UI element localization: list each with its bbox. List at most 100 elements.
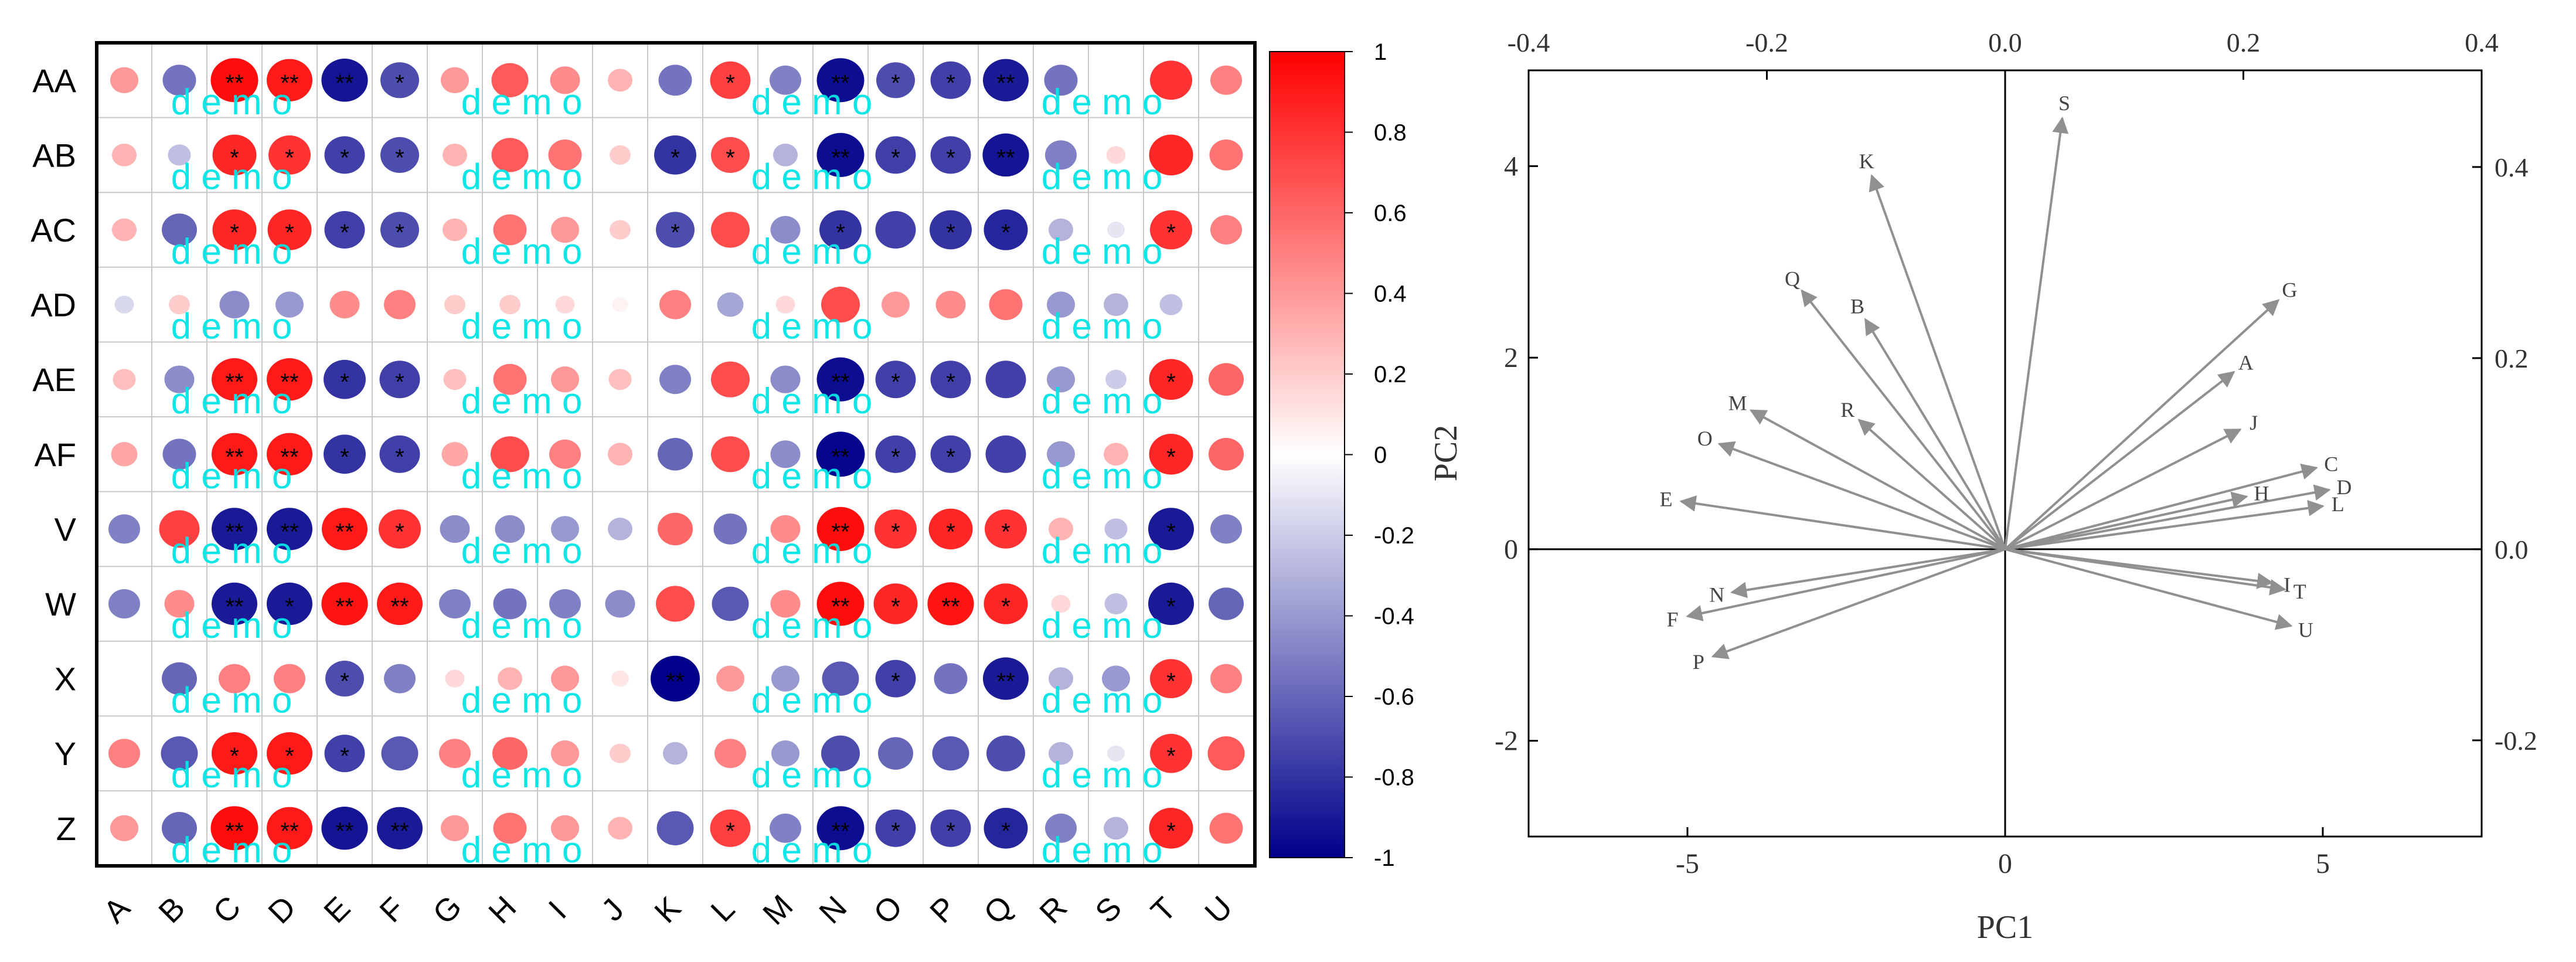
watermark-text: d e m o — [751, 531, 873, 571]
heatmap-cell-Y-A — [108, 739, 140, 769]
heatmap-cell-AB-B — [168, 144, 191, 166]
significance-mark: ** — [831, 594, 849, 620]
heatmap-cell-AA-J — [608, 69, 632, 92]
heatmap-cell-AA-M — [770, 65, 801, 95]
heatmap-cell-AD-J — [612, 297, 628, 312]
heatmap-cell-AE-F — [379, 361, 420, 399]
heatmap-cell-Z-I — [551, 815, 579, 842]
heatmap-cell-Y-P — [932, 736, 969, 771]
colorbar-tick-label: -0.6 — [1374, 684, 1414, 710]
row-label: W — [45, 586, 76, 623]
watermark-text: d e m o — [751, 381, 873, 421]
significance-mark: ** — [831, 519, 849, 545]
heatmap-cell-AC-I — [551, 216, 579, 243]
heatmap-cell-AA-B — [162, 64, 196, 96]
heatmap-cell-AB-P — [930, 136, 971, 174]
column-label: S — [1088, 890, 1128, 930]
heatmap-cell-AF-E — [324, 434, 366, 474]
vector-arrow-N — [1730, 548, 2006, 599]
significance-mark: * — [671, 220, 680, 246]
column-label: U — [1198, 889, 1239, 930]
significance-mark: * — [891, 70, 900, 96]
heatmap-cell-AF-M — [770, 440, 801, 468]
heatmap-cell-X-C — [219, 664, 250, 694]
heatmap-cell-V-T — [1148, 508, 1194, 550]
heatmap-cell-Z-A — [110, 815, 138, 842]
x-tick-label: -5 — [1676, 848, 1699, 879]
vector-label: J — [2250, 411, 2258, 434]
right-tick-label: -0.2 — [2495, 726, 2537, 756]
heatmap-cell-AB-D — [268, 135, 311, 175]
heatmap-cell-AA-E — [321, 59, 368, 102]
watermark-text: d e m o — [1042, 681, 1163, 721]
significance-mark: * — [395, 519, 404, 545]
heatmap-cell-W-O — [873, 583, 918, 624]
right-tick-label: 0.0 — [2495, 535, 2529, 565]
vector-arrow-K — [1869, 174, 2006, 550]
significance-mark: * — [395, 369, 404, 395]
heatmap-cell-AD-T — [1159, 294, 1183, 315]
heatmap-cell-Z-B — [162, 812, 197, 845]
significance-mark: * — [230, 743, 239, 769]
correlation-heatmap: ** ** ** * * ** * * *** * * * * * ** * * *** * * * * * * * *** ** *… — [30, 41, 1257, 932]
significance-mark: * — [395, 220, 404, 246]
heatmap-cell-X-U — [1210, 664, 1242, 694]
heatmap-cell-AC-D — [267, 209, 312, 250]
x-axis-label: PC1 — [1977, 909, 2034, 946]
heatmap-cell-Z-M — [770, 813, 801, 843]
heatmap-cell-V-R — [1049, 518, 1073, 541]
heatmap-cell-AF-Q — [985, 435, 1026, 473]
heatmap-cell-Z-D — [267, 807, 312, 850]
heatmap-cell-Y-R — [1049, 742, 1073, 765]
heatmap-cell-AB-N — [816, 132, 865, 177]
heatmap-cell-AB-U — [1209, 140, 1243, 171]
significance-mark: ** — [831, 70, 849, 96]
significance-mark: ** — [225, 519, 243, 545]
row-label: X — [55, 661, 76, 698]
watermark-text: d e m o — [1042, 307, 1163, 347]
vector-arrow-A — [2004, 370, 2235, 550]
heatmap-cell-AE-K — [659, 365, 691, 395]
watermark-text: d e m o — [171, 456, 292, 497]
biplot-vectors: S K Q B G A M R J O CD H L E I T N U FP — [1659, 91, 2352, 674]
heatmap-cell-AB-A — [112, 144, 137, 166]
vector-arrow-M — [1749, 409, 2006, 550]
significance-mark: ** — [335, 818, 353, 844]
heatmap-cell-W-S — [1104, 593, 1128, 614]
watermark-text: d e m o — [171, 307, 292, 347]
heatmap-cell-Y-O — [878, 737, 913, 770]
heatmap-cell-V-J — [608, 518, 632, 541]
heatmap-cell-X-T — [1150, 659, 1192, 698]
heatmap-cell-AD-N — [821, 286, 860, 323]
significance-mark: * — [891, 818, 900, 844]
heatmap-cell-AF-T — [1149, 434, 1193, 475]
y-tick-label: 4 — [1504, 151, 1518, 182]
watermark-text: d e m o — [171, 606, 292, 646]
watermark-text: d e m o — [461, 755, 583, 796]
heatmap-cell-AC-P — [930, 210, 972, 250]
heatmap-cell-Y-B — [161, 736, 198, 771]
heatmap-cell-AF-H — [491, 436, 529, 472]
heatmap-cell-V-Q — [985, 509, 1027, 549]
heatmap-cell-AB-F — [380, 137, 419, 173]
heatmap-cell-X-H — [498, 667, 522, 690]
vector-arrow-R — [1857, 419, 2006, 550]
significance-mark: * — [671, 145, 680, 171]
heatmap-cell-Y-E — [324, 735, 365, 773]
watermark-text: d e m o — [461, 307, 583, 347]
heatmap-cell-Z-F — [377, 807, 423, 850]
heatmap-cell-X-O — [875, 660, 916, 698]
column-label: K — [648, 890, 688, 930]
watermark-text: d e m o — [461, 157, 583, 197]
significance-mark: ** — [335, 594, 353, 620]
watermark-text: d e m o — [461, 681, 583, 721]
significance-mark: * — [891, 669, 900, 695]
heatmap-cell-Y-C — [212, 732, 257, 775]
heatmap-cell-AA-P — [930, 61, 971, 99]
heatmap-cell-Y-D — [267, 732, 312, 775]
heatmap-cell-AE-I — [551, 366, 579, 393]
significance-mark: * — [340, 145, 349, 171]
vector-arrow-F — [1686, 548, 2006, 621]
